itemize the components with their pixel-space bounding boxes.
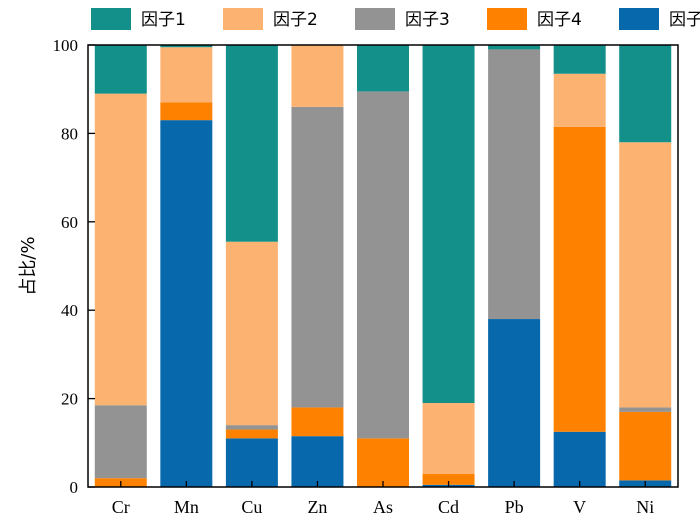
y-tick-label: 80 [61,124,78,143]
y-tick-label: 40 [61,301,78,320]
bar-segment-zn-series-2 [291,407,344,437]
legend-swatch-1 [91,8,131,30]
legend-label-3: 因子3 [405,10,450,30]
bar-segment-pb-series-3 [488,49,541,320]
bar-segment-ni-series-4 [619,142,672,408]
bar-segment-cr-series-5 [94,45,147,94]
bar-segment-v-series-2 [553,126,606,432]
x-category-label-ni: Ni [636,497,654,517]
bar-segment-pb-series-1 [488,319,541,487]
bar-segment-zn-series-1 [291,436,344,487]
bar-segment-zn-series-3 [291,106,344,408]
bar-segment-as-series-5 [357,45,409,92]
legend: 因子1 因子2 因子3 因子4 因子5 [91,8,700,30]
bar-segment-cu-series-1 [225,438,278,487]
x-category-label-cu: Cu [241,497,262,517]
x-category-label-cd: Cd [438,497,459,517]
legend-swatch-3 [355,8,395,30]
legend-label-5: 因子5 [669,10,700,30]
bar-segment-cd-series-5 [422,45,475,404]
x-category-label-as: As [373,497,393,517]
y-tick-label: 100 [53,36,79,55]
y-axis-title: 占比/% [18,236,39,295]
bar-segment-mn-series-4 [160,47,213,103]
bars-layer [94,45,672,487]
legend-label-2: 因子2 [273,10,318,30]
x-category-label-mn: Mn [174,497,199,517]
bar-segment-ni-series-2 [619,411,672,481]
bar-segment-as-series-3 [357,91,409,439]
bar-segment-cu-series-3 [225,425,278,430]
bar-segment-ni-series-5 [619,45,672,143]
bar-segment-mn-series-1 [160,120,213,487]
y-axis: 0 20 40 60 80 100 [53,36,95,497]
legend-label-4: 因子4 [537,10,582,30]
legend-label-1: 因子1 [141,10,186,30]
x-axis: Cr Mn Cu Zn As Cd Pb V Ni [112,481,654,517]
y-tick-label: 60 [61,213,78,232]
legend-swatch-2 [223,8,263,30]
x-category-label-v: V [573,497,586,517]
bar-segment-cd-series-4 [422,403,475,474]
bar-segment-cu-series-4 [225,241,278,426]
bar-segment-ni-series-3 [619,407,672,412]
legend-swatch-5 [619,8,659,30]
bar-segment-as-series-2 [357,438,409,487]
bar-segment-v-series-1 [553,431,606,487]
bar-segment-v-series-4 [553,73,606,127]
bar-segment-cr-series-3 [94,405,147,479]
bar-segment-v-series-5 [553,45,606,74]
bar-segment-cd-series-2 [422,473,475,485]
x-category-label-zn: Zn [307,497,327,517]
bar-segment-mn-series-2 [160,102,213,121]
bar-segment-cr-series-4 [94,93,147,406]
y-tick-label: 20 [61,390,78,409]
bar-segment-pb-series-5 [488,45,541,50]
y-tick-label: 0 [70,478,79,497]
bar-segment-cu-series-5 [225,45,278,242]
bar-segment-cu-series-2 [225,429,278,439]
x-category-label-cr: Cr [112,497,130,517]
bar-segment-mn-series-5 [160,45,213,48]
legend-swatch-4 [487,8,527,30]
x-category-label-pb: Pb [505,497,524,517]
bar-segment-zn-series-4 [291,45,344,107]
